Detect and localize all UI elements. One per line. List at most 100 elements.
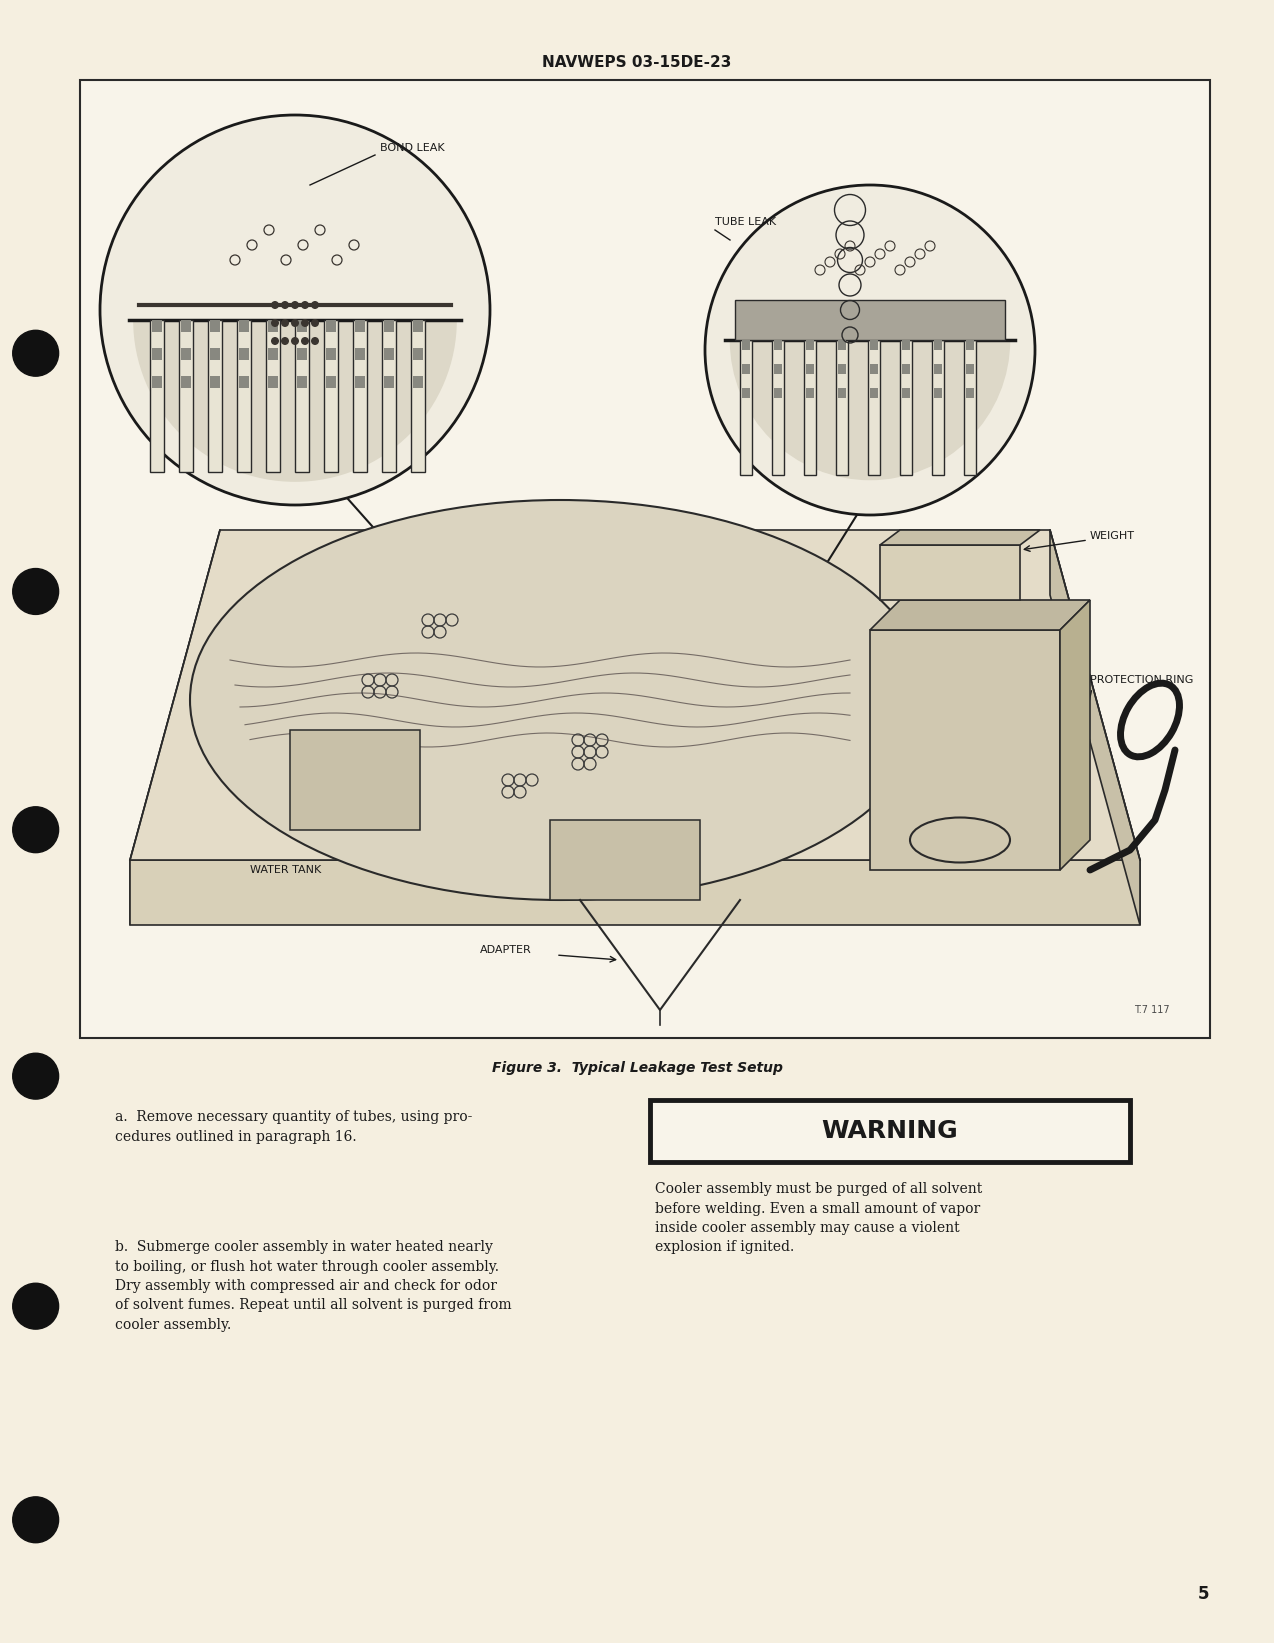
Circle shape [271, 301, 279, 309]
Bar [152, 320, 162, 332]
Circle shape [282, 319, 289, 327]
Circle shape [290, 301, 299, 309]
Circle shape [290, 319, 299, 327]
Text: T.7 117: T.7 117 [1134, 1006, 1170, 1015]
Bar [868, 340, 880, 475]
Bar [550, 820, 699, 900]
Bar [775, 340, 782, 350]
Bar [80, 81, 1210, 1038]
Bar [181, 376, 191, 388]
Bar [181, 320, 191, 332]
Bar [268, 320, 278, 332]
Bar [353, 320, 367, 472]
Circle shape [99, 115, 490, 504]
Bar [297, 348, 307, 360]
Text: PROTECTION RING: PROTECTION RING [1091, 675, 1194, 685]
Circle shape [13, 807, 59, 853]
Bar [355, 376, 364, 388]
Bar [412, 320, 426, 472]
Bar [355, 320, 364, 332]
Bar [326, 376, 336, 388]
Polygon shape [880, 545, 1020, 600]
Polygon shape [870, 600, 1091, 629]
Text: 5: 5 [1198, 1585, 1209, 1604]
Bar [806, 388, 814, 398]
Bar [210, 348, 220, 360]
Bar [296, 320, 310, 472]
Bar [297, 320, 307, 332]
Bar [180, 320, 192, 472]
Polygon shape [130, 531, 1140, 859]
Polygon shape [1050, 531, 1140, 925]
Circle shape [282, 301, 289, 309]
Bar [804, 340, 817, 475]
Text: WARNING: WARNING [822, 1119, 958, 1144]
Polygon shape [130, 531, 220, 925]
Circle shape [13, 1497, 59, 1543]
Bar [870, 388, 878, 398]
Circle shape [311, 319, 318, 327]
Bar [268, 348, 278, 360]
Bar [740, 340, 752, 475]
Bar [382, 320, 396, 472]
Bar [741, 388, 750, 398]
Bar [240, 348, 248, 360]
Bar [966, 340, 975, 350]
Circle shape [705, 186, 1034, 514]
Bar [735, 301, 1005, 340]
Bar [413, 320, 423, 332]
Polygon shape [130, 859, 1140, 925]
Circle shape [311, 337, 318, 345]
Bar [324, 320, 338, 472]
Text: TUBE LEAK: TUBE LEAK [715, 217, 776, 227]
Bar [150, 320, 164, 472]
Bar [383, 376, 394, 388]
Bar [240, 376, 248, 388]
Bar [210, 320, 220, 332]
Bar [413, 348, 423, 360]
Circle shape [301, 319, 310, 327]
Bar [237, 320, 251, 472]
Bar [326, 320, 336, 332]
Bar [806, 365, 814, 375]
Bar [326, 348, 336, 360]
Bar [934, 340, 941, 350]
Text: NAVWEPS 03-15DE-23: NAVWEPS 03-15DE-23 [543, 54, 731, 71]
Bar [152, 376, 162, 388]
Circle shape [282, 337, 289, 345]
Bar [413, 376, 423, 388]
Bar [383, 320, 394, 332]
Bar [297, 376, 307, 388]
Text: b.  Submerge cooler assembly in water heated nearly
to boiling, or flush hot wat: b. Submerge cooler assembly in water hea… [115, 1240, 512, 1332]
Circle shape [13, 330, 59, 376]
Wedge shape [730, 340, 1010, 480]
Circle shape [13, 568, 59, 614]
Bar [181, 348, 191, 360]
Circle shape [301, 337, 310, 345]
Bar [838, 365, 846, 375]
Bar [775, 365, 782, 375]
Text: Figure 3.  Typical Leakage Test Setup: Figure 3. Typical Leakage Test Setup [492, 1061, 782, 1075]
Text: Cooler assembly must be purged of all solvent
before welding. Even a small amoun: Cooler assembly must be purged of all so… [655, 1181, 982, 1255]
Bar [266, 320, 280, 472]
Circle shape [13, 1283, 59, 1329]
Bar [383, 348, 394, 360]
Circle shape [13, 1053, 59, 1099]
Circle shape [271, 337, 279, 345]
Bar [650, 1101, 1130, 1162]
Text: a.  Remove necessary quantity of tubes, using pro-
cedures outlined in paragraph: a. Remove necessary quantity of tubes, u… [115, 1111, 473, 1144]
Bar [152, 348, 162, 360]
Bar [836, 340, 848, 475]
Bar [838, 388, 846, 398]
Text: WATER TANK: WATER TANK [250, 864, 321, 876]
Text: ADAPTER: ADAPTER [480, 945, 531, 955]
Bar [870, 340, 878, 350]
Bar [741, 340, 750, 350]
Bar [899, 340, 912, 475]
Wedge shape [134, 320, 457, 481]
Bar [210, 376, 220, 388]
Bar [934, 365, 941, 375]
Bar [290, 729, 420, 830]
Text: BOND LEAK: BOND LEAK [380, 143, 445, 153]
Ellipse shape [190, 499, 930, 900]
